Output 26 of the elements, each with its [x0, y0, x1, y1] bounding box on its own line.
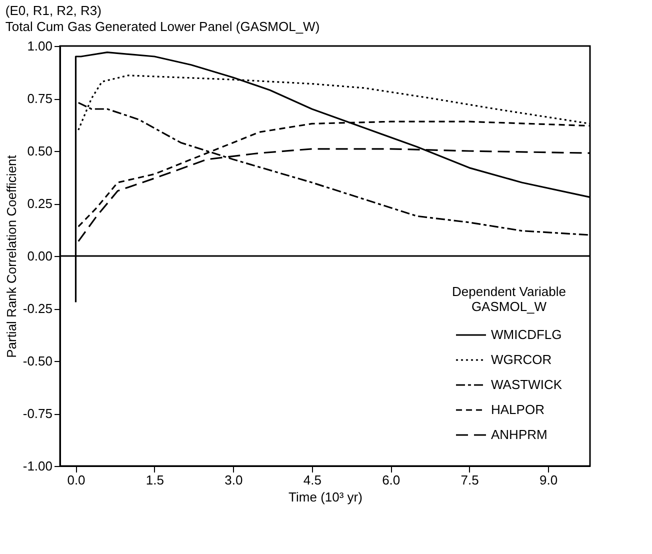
- chart-subtitle: Total Cum Gas Generated Lower Panel (GASMOL_W): [5, 19, 320, 34]
- y-tick-label: -1.00: [22, 458, 52, 474]
- x-tick-label: 3.0: [224, 472, 243, 488]
- y-tick-label: 0.50: [27, 144, 52, 158]
- y-tick-label: -0.75: [22, 406, 52, 421]
- x-axis-title: Time (10³ yr): [288, 490, 362, 504]
- legend-label: HALPOR: [491, 402, 544, 417]
- legend-label: WASTWICK: [491, 377, 562, 392]
- y-tick-label: -0.50: [22, 354, 52, 368]
- legend-title: Dependent Variable GASMOL_W: [452, 284, 566, 314]
- y-tick-label: -0.25: [22, 301, 52, 316]
- legend-label: WGRCOR: [491, 352, 552, 367]
- x-tick-label: 9.0: [539, 472, 558, 488]
- x-tick-label: 6.0: [382, 472, 400, 488]
- legend-label: ANHPRM: [491, 427, 548, 442]
- x-tick-label: 0.0: [67, 472, 86, 488]
- x-tick-label: 4.5: [303, 472, 322, 488]
- y-tick-label: 0.75: [27, 91, 52, 106]
- legend-label: WMICDFLG: [491, 327, 562, 342]
- y-tick-label: 0.25: [27, 196, 52, 211]
- y-tick-label: 1.00: [27, 38, 52, 54]
- y-tick-label: 0.00: [27, 248, 52, 264]
- y-axis-title: Partial Rank Correlation Coefficient: [4, 154, 19, 358]
- chart-title: (E0, R1, R2, R3): [5, 3, 102, 18]
- x-tick-label: 1.5: [146, 472, 164, 488]
- x-tick-label: 7.5: [460, 472, 479, 488]
